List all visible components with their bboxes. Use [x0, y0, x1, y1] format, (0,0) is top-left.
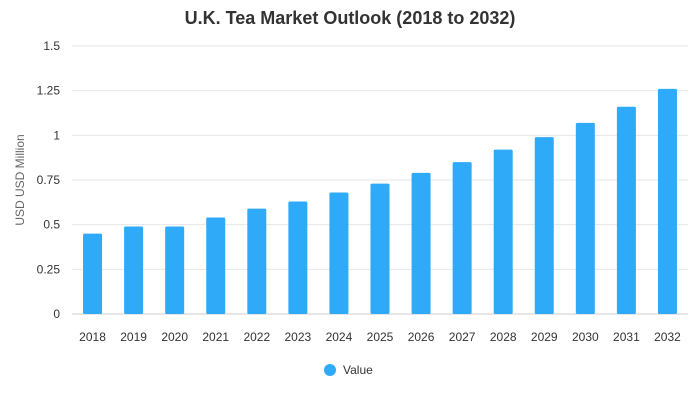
x-tick-label-2029: 2029	[531, 330, 558, 344]
bar-2029	[534, 137, 554, 314]
x-tick-label-2026: 2026	[408, 330, 435, 344]
y-tick-label-1.25: 1.25	[37, 84, 61, 98]
bar-2023	[288, 201, 308, 314]
legend-label-value: Value	[343, 363, 373, 377]
y-tick-label-1: 1	[53, 128, 60, 142]
bar-2030	[575, 122, 595, 315]
x-tick-label-2025: 2025	[367, 330, 394, 344]
y-tick-label-0: 0	[53, 307, 60, 321]
chart-title: U.K. Tea Market Outlook (2018 to 2032)	[184, 8, 516, 28]
y-tick-label-0.5: 0.5	[43, 218, 60, 232]
bar-2027	[452, 162, 472, 314]
y-tick-label-0.75: 0.75	[37, 173, 61, 187]
x-tick-label-2020: 2020	[161, 330, 188, 344]
x-tick-label-2019: 2019	[120, 330, 147, 344]
x-tick-label-2023: 2023	[285, 330, 312, 344]
x-tick-label-2031: 2031	[613, 330, 640, 344]
bar-2026	[411, 172, 431, 314]
bar-2025	[370, 183, 390, 314]
bar-2022	[247, 208, 267, 314]
y-tick-label-0.25: 0.25	[37, 262, 61, 276]
bar-2024	[329, 192, 349, 314]
legend-marker-value	[324, 364, 336, 376]
x-tick-label-2021: 2021	[202, 330, 229, 344]
x-tick-label-2024: 2024	[326, 330, 353, 344]
x-tick-label-2027: 2027	[449, 330, 476, 344]
bar-2032	[657, 88, 677, 314]
x-tick-label-2032: 2032	[654, 330, 681, 344]
y-tick-label-1.5: 1.5	[43, 39, 60, 53]
bar-2020	[165, 226, 185, 314]
bar-2031	[616, 106, 636, 314]
bar-2019	[124, 226, 144, 314]
bar-2018	[83, 233, 103, 314]
bar-2028	[493, 149, 513, 314]
y-axis-title: USD USD Million	[13, 134, 27, 225]
x-tick-label-2018: 2018	[79, 330, 106, 344]
bar-2021	[206, 217, 226, 314]
x-tick-label-2028: 2028	[490, 330, 517, 344]
x-tick-label-2030: 2030	[572, 330, 599, 344]
x-tick-label-2022: 2022	[243, 330, 270, 344]
